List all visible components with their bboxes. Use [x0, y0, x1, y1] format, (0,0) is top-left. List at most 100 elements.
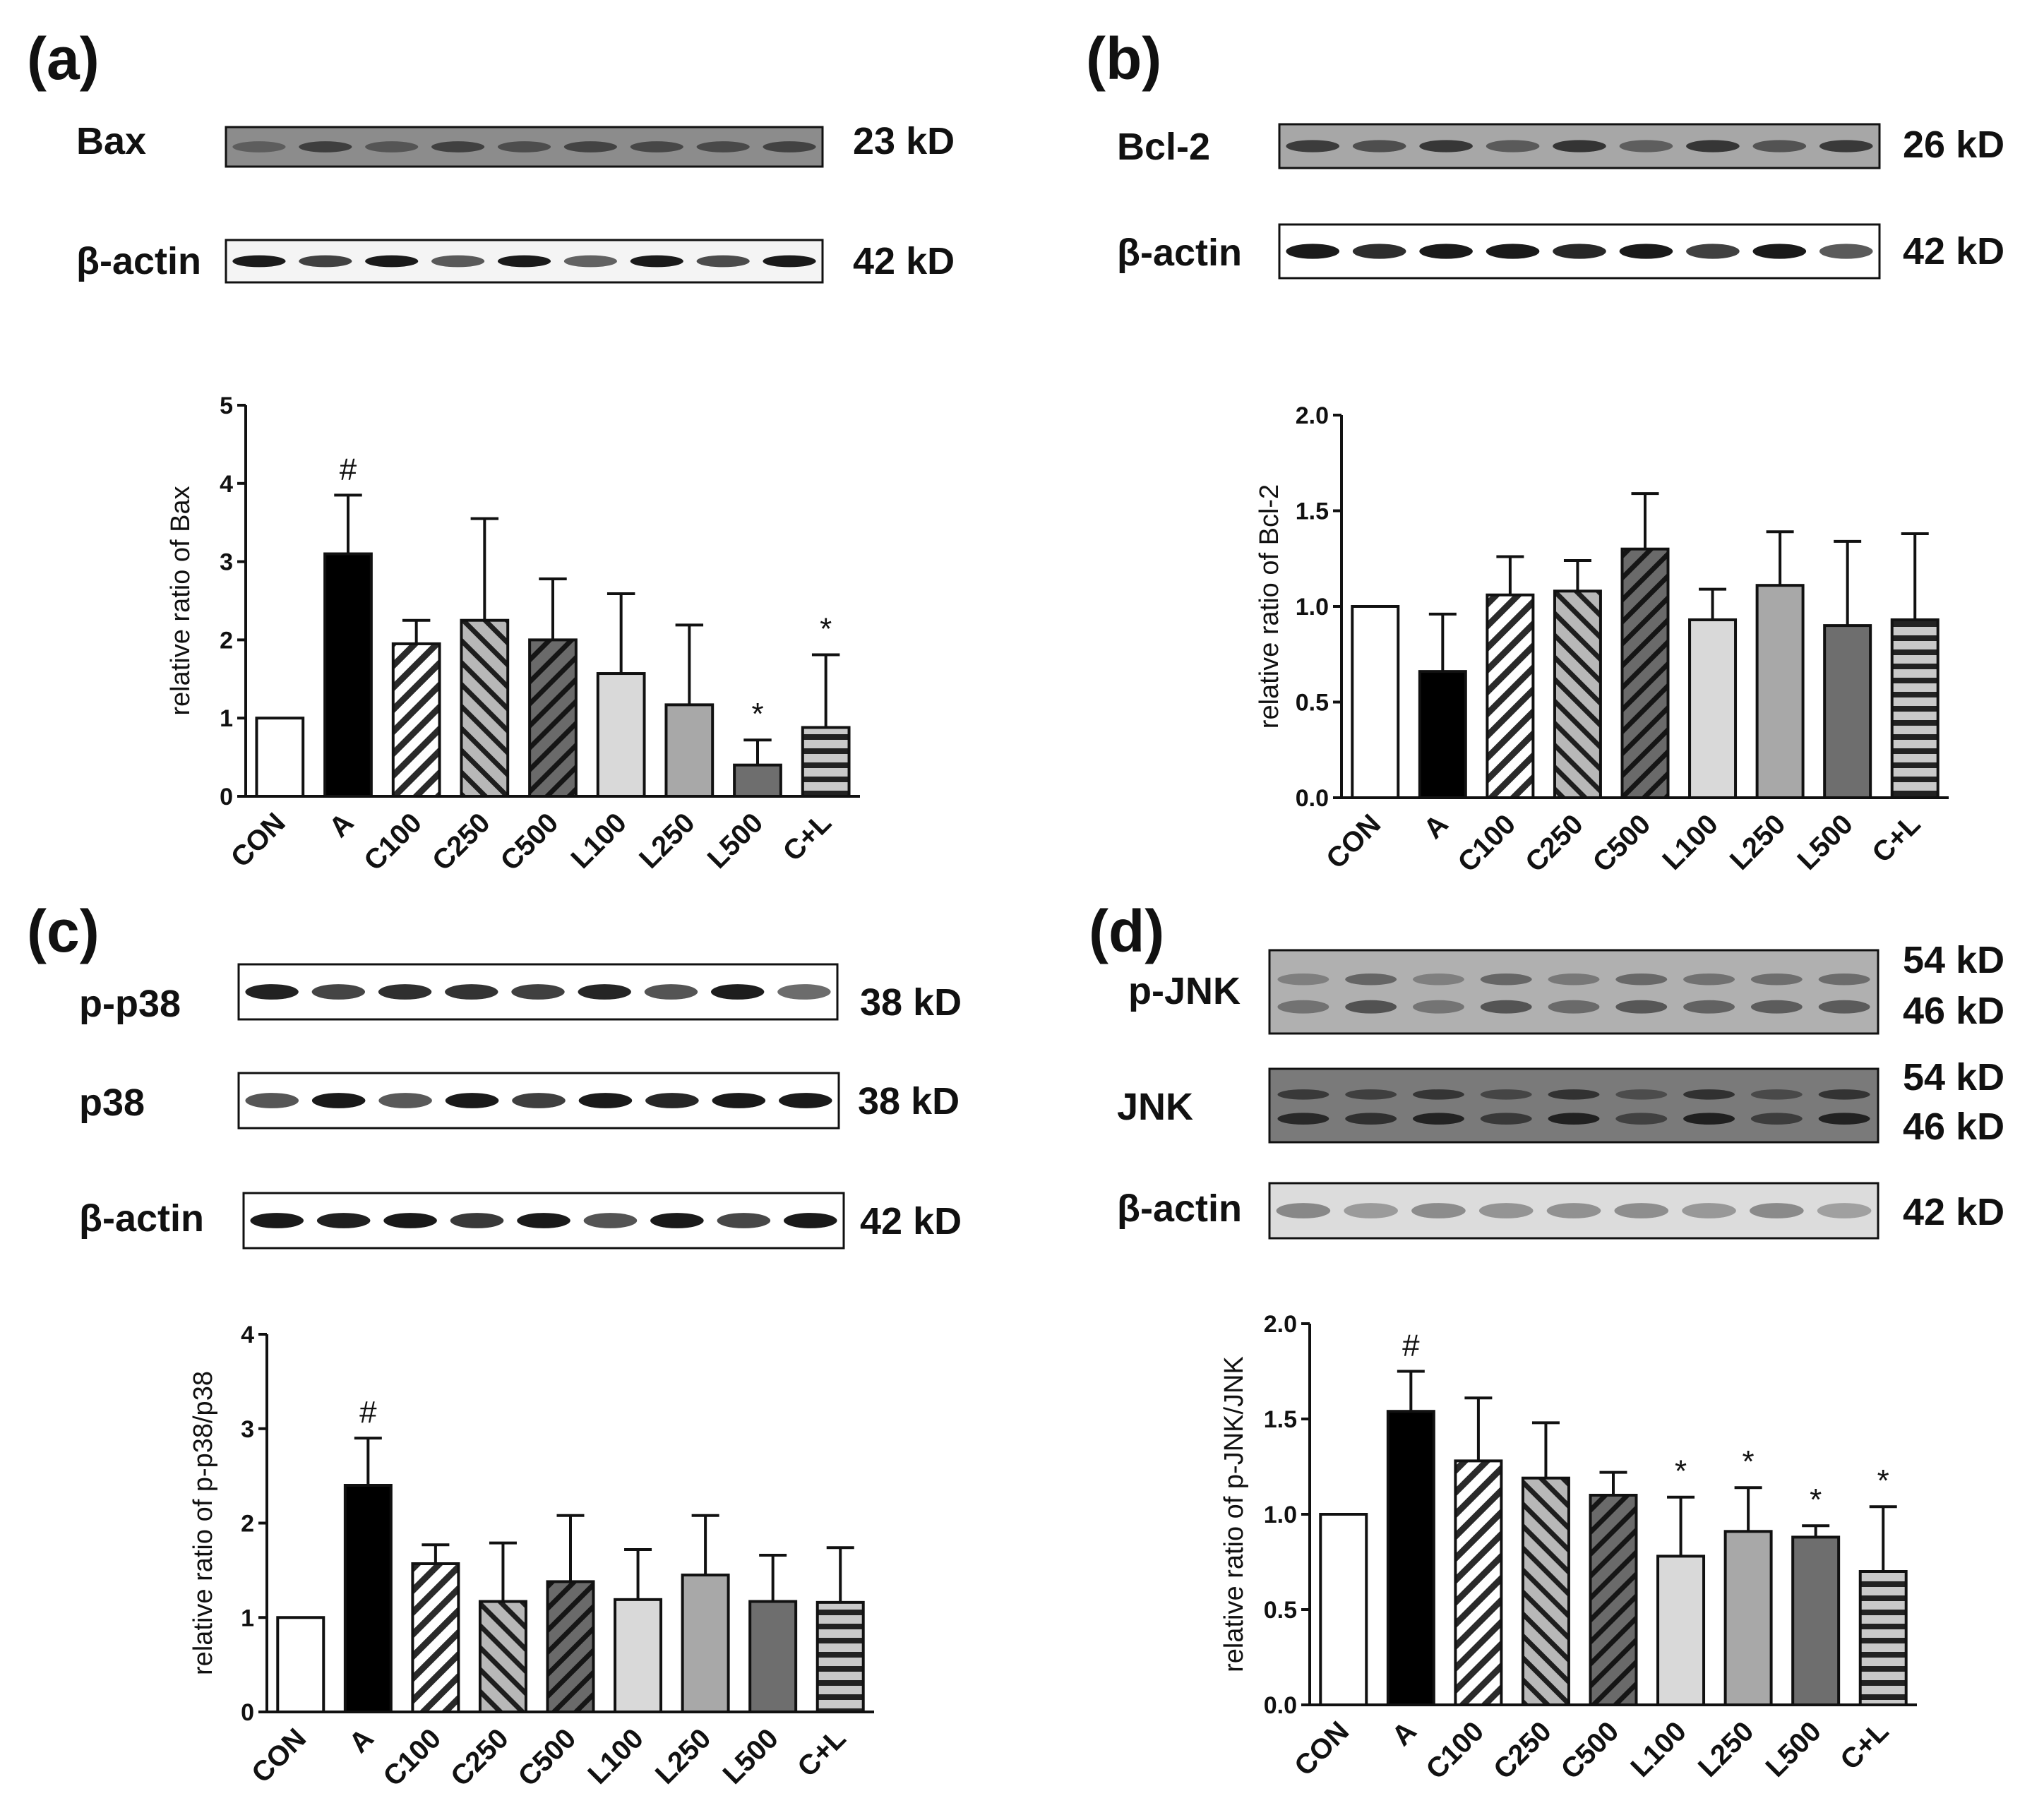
y-tick-label: 0: [220, 784, 233, 810]
y-axis-label: relative ratio of Bcl-2: [1255, 484, 1284, 729]
blot-band: [1553, 244, 1606, 259]
blot-d-1: JNK 54 kD 46 kD: [1117, 1056, 2004, 1148]
x-tick-label: C500: [1587, 808, 1657, 878]
x-tick-label: L100: [1656, 808, 1724, 876]
x-tick-label: C+L: [791, 1723, 851, 1783]
x-tick-label: C250: [1519, 808, 1589, 878]
bar-L100: [1656, 1555, 1706, 1706]
bar-C500: [546, 1580, 595, 1714]
bar-C+L: [801, 726, 851, 798]
blot-frame: [1268, 1067, 1879, 1144]
significance-marker: *: [1877, 1463, 1889, 1498]
y-tick-label: 0.0: [1296, 785, 1329, 812]
blot-kd: 42 kD: [1903, 230, 2004, 272]
x-tick-label: A: [1418, 808, 1454, 845]
blot-band: [1276, 1203, 1331, 1218]
blot-band: [1619, 140, 1673, 152]
blot-band: [1615, 1000, 1668, 1014]
significance-marker: #: [340, 452, 357, 486]
y-tick-label: 0.5: [1296, 690, 1329, 717]
x-tick-label: L500: [717, 1723, 784, 1790]
y-tick-label: 2.0: [1296, 402, 1329, 429]
blot-band: [1750, 974, 1803, 986]
blot-b-0: Bcl-2 26 kD: [1117, 123, 2004, 169]
bar-C250: [460, 618, 510, 798]
blot-band: [710, 984, 765, 1000]
blot-label: p-JNK: [1128, 970, 1241, 1012]
blot-frame: [1268, 949, 1879, 1035]
blot-band: [1752, 244, 1807, 259]
bar-A: [343, 1484, 393, 1713]
blot-band: [1480, 1089, 1532, 1100]
blot-band: [245, 1093, 299, 1108]
blot-band: [445, 1093, 499, 1108]
blot-band: [1818, 1000, 1870, 1014]
blot-kd: 54 kD: [1903, 1056, 2004, 1098]
x-tick-label: C100: [1421, 1715, 1490, 1785]
blot-band: [1486, 140, 1540, 152]
blot-band: [1480, 1000, 1532, 1014]
blot-band: [1413, 974, 1464, 986]
blot-band: [450, 1213, 504, 1228]
blot-band: [445, 984, 498, 1000]
blot-band: [311, 984, 366, 1000]
blot-band: [1683, 1000, 1735, 1014]
blot-band: [1345, 1000, 1397, 1014]
bar-L250: [1723, 1530, 1773, 1707]
blot-band: [1413, 1113, 1464, 1125]
blot-band: [1683, 974, 1735, 986]
blot-band: [1546, 1203, 1601, 1218]
x-tick-label: C100: [378, 1723, 448, 1792]
blot-kd: 54 kD: [1903, 939, 2004, 981]
bar-L100: [614, 1598, 663, 1713]
y-tick-label: 1.0: [1296, 594, 1329, 621]
blot-band: [563, 141, 617, 152]
blot-label: β-actin: [1117, 232, 1242, 274]
y-tick-label: 2.0: [1264, 1311, 1297, 1338]
blot-band: [1286, 244, 1339, 259]
y-tick-label: 3: [241, 1416, 254, 1443]
panel-label-b: (b): [1086, 25, 1161, 92]
bar-chart-c: 0 1 2 3 4 relative ratio of p-p38/p38 CON # AC10…: [189, 1322, 874, 1792]
blot-label: β-actin: [79, 1197, 204, 1240]
blot-band: [511, 984, 565, 1000]
bar-C+L: [1890, 618, 1940, 799]
bar-C500: [1589, 1494, 1638, 1706]
y-tick-label: 1.5: [1296, 498, 1329, 525]
blot-kd: 42 kD: [853, 240, 955, 282]
x-tick-label: C500: [513, 1723, 582, 1792]
blot-c-0: p-p38 38 kD: [79, 963, 962, 1025]
significance-marker: *: [751, 697, 763, 731]
blot-band: [1553, 140, 1606, 152]
y-tick-label: 1.0: [1264, 1502, 1297, 1528]
bar-C500: [1620, 547, 1670, 799]
bar-CON: [255, 717, 305, 798]
blot-band: [1548, 1113, 1600, 1125]
bar-C500: [528, 638, 578, 798]
blot-label: p38: [79, 1082, 145, 1124]
blot-band: [1345, 974, 1397, 986]
blot-band: [712, 1093, 766, 1108]
blot-band: [1750, 1203, 1804, 1218]
blot-band: [383, 1213, 437, 1228]
bar-C100: [1454, 1459, 1503, 1706]
blot-band: [316, 1213, 371, 1228]
blot-band: [1817, 1203, 1872, 1218]
x-tick-label: A: [343, 1723, 380, 1759]
bar-L100: [1688, 618, 1738, 799]
blot-band: [1619, 244, 1673, 259]
blot-band: [696, 255, 750, 268]
bar-CON: [276, 1616, 325, 1713]
blot-label: Bcl-2: [1117, 126, 1210, 168]
bar-L500: [1823, 624, 1872, 799]
blot-band: [1413, 1000, 1464, 1014]
blot-band: [1750, 1000, 1803, 1014]
bar-C+L: [1858, 1570, 1908, 1706]
blot-band: [1277, 1089, 1329, 1100]
blot-band: [1750, 1113, 1803, 1125]
blot-band: [232, 255, 286, 268]
blot-band: [1682, 1203, 1736, 1218]
blot-band: [250, 1213, 304, 1228]
blot-a-1: β-actin 42 kD: [76, 239, 955, 284]
blot-band: [1352, 244, 1406, 259]
